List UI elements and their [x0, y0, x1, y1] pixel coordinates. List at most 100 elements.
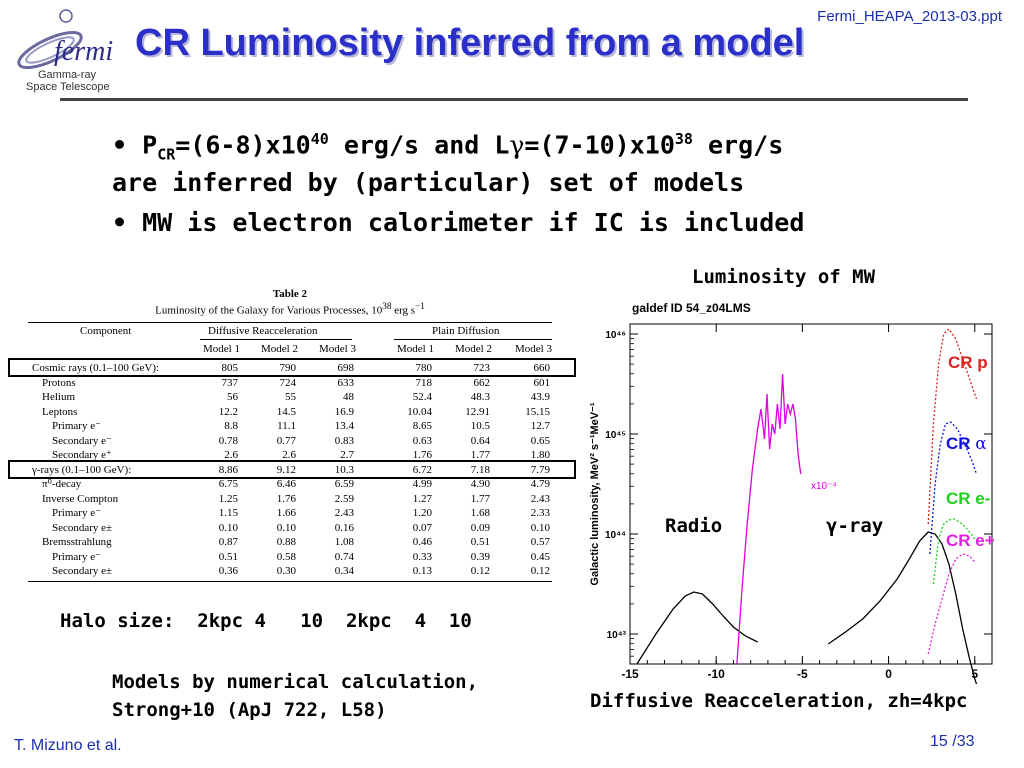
- table-cell: 10.5: [470, 420, 490, 432]
- label-gamma-ray: γ-ray: [826, 515, 884, 537]
- table-row: Helium 56 55 48 52.4 48.3 43.9: [20, 390, 560, 405]
- table-row-name: Bremsstrahlung: [42, 536, 112, 548]
- luminosity-table: Table 2 Luminosity of the Galaxy for Var…: [8, 288, 576, 593]
- models-note-line1: Models by numerical calculation,: [112, 671, 479, 693]
- label-radio: Radio: [665, 515, 723, 537]
- table-row: Cosmic rays (0.1–100 GeV): 805 790 698 780 72…: [20, 361, 560, 376]
- models-note-line2: Strong+10 (ApJ 722, L58): [112, 699, 387, 721]
- table-cell: 2.59: [334, 492, 354, 505]
- table-cell: 56: [227, 391, 238, 403]
- table-cell: 10.3: [334, 463, 354, 476]
- table-row: Leptons 12.2 14.5 16.9 10.04 12.91 15.15: [20, 405, 560, 420]
- table-row-name: Protons: [42, 376, 76, 389]
- table-cell: 0.65: [530, 434, 550, 447]
- table-cell: 2.43: [334, 507, 354, 519]
- table-cell: 1.77: [470, 449, 490, 461]
- table-row-name: Leptons: [42, 405, 78, 418]
- bullet-1-line2: are inferred by (particular) set of mode…: [112, 168, 745, 197]
- x-tick-label: -5: [797, 667, 808, 681]
- table-cell: 0.34: [334, 565, 354, 577]
- x-axis-label: log (Energy, MeV): [821, 683, 921, 684]
- table-row-name: Primary e⁻: [52, 507, 101, 519]
- table-cell: 2.33: [530, 507, 550, 519]
- slide-title: CR Luminosity inferred from a model: [135, 22, 805, 64]
- table-cell: 12.7: [530, 420, 550, 432]
- table-cell: 16.9: [334, 405, 354, 418]
- label-cr-e-minus: CR e-: [946, 489, 991, 508]
- table-cell: 1.68: [470, 507, 490, 519]
- x-tick-label: 0: [885, 667, 892, 681]
- table-model-header-cell: Model 2: [261, 342, 298, 355]
- table-cell: 13.4: [334, 420, 354, 432]
- table-cell: 9.12: [276, 463, 296, 476]
- table-cell: 0.33: [412, 550, 432, 563]
- table-cell: 1.27: [412, 492, 432, 505]
- table-cell: 10.04: [407, 405, 432, 418]
- table-row-name: Helium: [42, 391, 75, 403]
- table-model-header-cell: Model 3: [319, 342, 356, 355]
- table-cell: 0.78: [218, 434, 238, 447]
- luminosity-chart: galdef ID 54_z04LMS -15 -10 -5 0 5 10⁴³ 10⁴⁴ 10⁴…: [578, 294, 1018, 697]
- table-row-name: Secondary e±: [52, 521, 113, 534]
- series-line: [927, 328, 978, 525]
- table-cell: 698: [337, 362, 355, 374]
- table-cell: 8.65: [412, 420, 432, 432]
- y-tick-label: 10⁴³: [607, 630, 627, 641]
- logo-word: fermi: [54, 36, 113, 67]
- bullet-2: • MW is electron calorimeter if IC is in…: [112, 208, 805, 237]
- series-line: [636, 591, 758, 665]
- fermi-logo-graphic: fermi Gamma-ray Space Telescope: [17, 9, 113, 93]
- table-cell: 601: [533, 376, 551, 389]
- table-cell: 0.13: [412, 565, 432, 577]
- table-group-header: Component Diffusive Reacceleration Plain D…: [20, 324, 560, 339]
- table-cell: 8.8: [224, 420, 238, 432]
- table-cell: 790: [279, 362, 297, 374]
- table-cell: 2.6: [282, 449, 296, 461]
- table-row: Primary e⁻ 1.15 1.66 2.43 1.20 1.68 2.33: [20, 506, 560, 521]
- table-cell: 4.90: [470, 478, 490, 490]
- table-cell: 662: [473, 376, 491, 389]
- y-tick-label: 10⁴⁴: [605, 530, 626, 541]
- table-row: Secondary e⁺ 2.6 2.6 2.7 1.76 1.77 1.80: [20, 448, 560, 463]
- table-rule-group2: [394, 339, 552, 340]
- author: T. Mizuno et al.: [14, 737, 122, 754]
- label-cr-p: CR p: [948, 353, 988, 372]
- table-row: γ-rays (0.1–100 GeV): 8.86 9.12 10.3 6.72 7.1…: [20, 463, 560, 478]
- table-cell: 0.57: [530, 536, 550, 548]
- logo-line2: Space Telescope: [26, 81, 110, 93]
- table-cell: 660: [533, 362, 551, 374]
- annotation-x10: x10⁻⁴: [811, 481, 837, 492]
- table-rule-bottom: [28, 580, 552, 582]
- y-axis-label: Galactic luminosity, MeV² s⁻¹MeV⁻¹: [589, 402, 601, 586]
- highlight-cosmic-rays: [8, 358, 576, 377]
- table-cell: 0.87: [218, 536, 238, 548]
- table-rule-group1: [200, 339, 352, 340]
- table-body: Cosmic rays (0.1–100 GeV): 805 790 698 780 72…: [20, 361, 560, 579]
- table-row-name: Inverse Compton: [42, 492, 119, 505]
- file-tag: Fermi_HEAPA_2013-03.ppt: [817, 8, 1002, 25]
- table-cell: 6.46: [276, 478, 296, 490]
- table-cell: 0.63: [412, 434, 432, 447]
- table-cell: 0.77: [276, 434, 296, 447]
- table-cell: 6.72: [412, 463, 432, 476]
- table-cell: 0.07: [412, 521, 432, 534]
- diffusive-label: Diffusive Reacceleration, zh=4kpc: [590, 690, 968, 712]
- table-row-name: π⁰-decay: [42, 478, 82, 490]
- table-cell: 43.9: [530, 391, 550, 403]
- table-cell: 4.79: [530, 478, 550, 490]
- table-cell: 7.18: [470, 463, 490, 476]
- table-cell: 1.76: [276, 492, 296, 505]
- table-cell: 1.20: [412, 507, 432, 519]
- table-row-name: γ-rays (0.1–100 GeV):: [32, 463, 132, 476]
- table-cell: 12.2: [218, 405, 238, 418]
- table-caption: Luminosity of the Galaxy for Various Pro…: [155, 301, 425, 317]
- table-model-header-cell: Model 3: [515, 342, 552, 355]
- table-cell: 7.79: [530, 463, 550, 476]
- table-rule-top: [28, 322, 552, 323]
- table-cell: 0.58: [276, 550, 296, 563]
- table-model-header-cell: Model 2: [455, 342, 492, 355]
- table-cell: 0.30: [276, 565, 296, 577]
- table-row: Protons 737 724 633 718 662 601: [20, 376, 560, 391]
- table-cell: 0.16: [334, 521, 354, 534]
- table-row: Bremsstrahlung 0.87 0.88 1.08 0.46 0.51 0.57: [20, 535, 560, 550]
